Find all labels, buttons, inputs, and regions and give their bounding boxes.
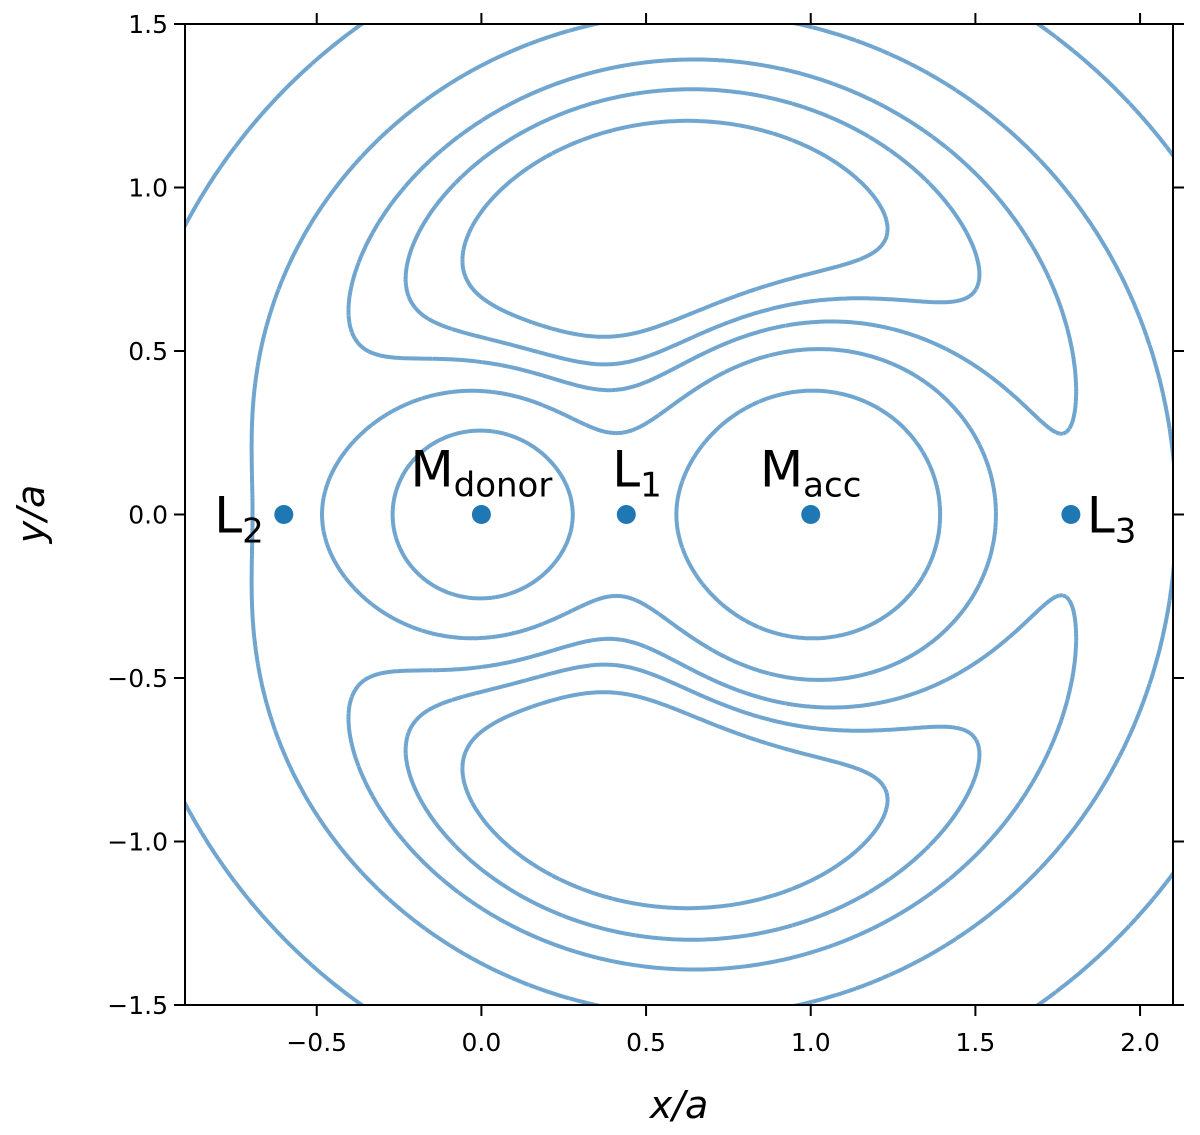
- point-marker-m-acc: [801, 505, 821, 524]
- equipotential-contour: [403, 87, 982, 942]
- point-label-subscript: 2: [242, 512, 264, 552]
- point-label-main: M: [410, 441, 453, 499]
- point-label-subscript: 3: [1115, 512, 1137, 552]
- point-label-main: L: [612, 441, 640, 499]
- equipotential-contour: [249, 24, 1173, 1005]
- point-label-m-acc: Macc: [760, 441, 861, 506]
- point-label-l-2: L2: [214, 487, 264, 552]
- point-label-subscript: 1: [640, 466, 662, 506]
- point-marker-m-donor: [471, 505, 491, 524]
- equipotential-contour: [346, 57, 1079, 972]
- point-label-subscript: acc: [803, 466, 861, 506]
- equipotential-contour: [460, 118, 890, 911]
- y-tick-label: −1.5: [107, 991, 168, 1020]
- axis-ticks: −0.5 0.0 0.5 1.0 1.5 2.0 −1.5 −1.0 −0.5 0.0 0.5 1.0…: [107, 10, 1184, 1057]
- point-marker-l-1: [616, 505, 636, 524]
- y-tick-label: 1.0: [128, 174, 168, 203]
- equipotential-contour: [185, 24, 1173, 1005]
- y-tick-label: −1.0: [107, 828, 168, 857]
- x-tick-label: 1.5: [956, 1028, 996, 1057]
- y-tick-label: 0.5: [128, 337, 168, 366]
- y-tick-label: 0.0: [128, 501, 168, 530]
- point-label-m-donor: Mdonor: [410, 441, 552, 506]
- y-axis-label: y/a: [9, 485, 53, 545]
- x-axis-label: x/a: [649, 1083, 709, 1127]
- y-tick-label: 1.5: [128, 10, 168, 39]
- y-tick-label: −0.5: [107, 664, 168, 693]
- x-tick-label: 0.0: [462, 1028, 502, 1057]
- point-label-main: M: [760, 441, 803, 499]
- contour-lines: [185, 24, 1173, 1005]
- point-marker-l-2: [274, 505, 294, 524]
- point-label-l-1: L1: [612, 441, 662, 506]
- point-label-l-3: L3: [1087, 487, 1137, 552]
- point-label-subscript: donor: [454, 466, 553, 506]
- point-label-main: L: [1087, 487, 1115, 545]
- point-marker-l-3: [1061, 505, 1081, 524]
- point-label-main: L: [214, 487, 242, 545]
- x-tick-label: 1.0: [791, 1028, 831, 1057]
- x-tick-label: 0.5: [626, 1028, 666, 1057]
- x-tick-label: −0.5: [286, 1028, 347, 1057]
- x-tick-label: 2.0: [1120, 1028, 1160, 1057]
